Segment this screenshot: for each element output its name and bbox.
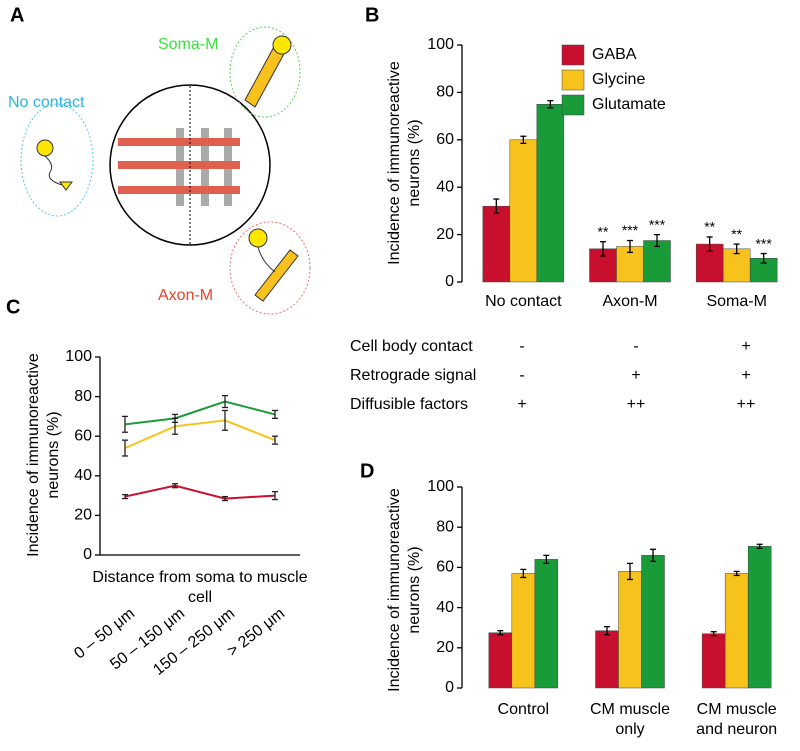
x-tick-label: No contact [485, 293, 562, 310]
x-tick-label: Soma-M [706, 293, 766, 310]
row [118, 186, 240, 194]
bar [488, 632, 513, 689]
diagram-label: No contact [8, 94, 85, 111]
y-tick-label: 0 [445, 679, 454, 696]
x-axis-label: Distance from soma to muscle cell [92, 569, 308, 606]
y-tick-label: 20 [436, 226, 454, 243]
y-tick-label: 100 [427, 36, 454, 53]
diagram: Soma-M No contact Axon-M [8, 26, 311, 315]
significance: ** [731, 226, 742, 242]
bar [536, 104, 565, 283]
significance: ** [598, 223, 609, 239]
muscle-cell [244, 44, 286, 108]
legend-swatch [561, 94, 585, 116]
panel-label: A [10, 4, 24, 26]
diagram-label: Soma-M [158, 36, 218, 53]
y-tick-label: 100 [427, 478, 454, 495]
significance: ** [704, 219, 715, 235]
dish [109, 84, 271, 246]
row [118, 138, 240, 146]
bar [747, 546, 772, 689]
x-tick-label: Control [497, 701, 550, 718]
legend-label: Glutamate [592, 96, 666, 113]
neuron [248, 228, 268, 248]
x-tick-label: Axon-M [602, 293, 657, 310]
y-tick-label: 0 [83, 546, 92, 563]
table-row-label: Cell body contact [350, 338, 473, 355]
y-axis-label: Incidence of immunoreactive neurons (%) [386, 61, 423, 265]
y-axis-label: Incidence of immunoreactive neurons (%) [386, 488, 423, 692]
panel-label: D [360, 460, 374, 482]
no-contact-outline [20, 103, 94, 217]
line [124, 400, 276, 426]
significance: *** [649, 216, 666, 232]
line [124, 484, 276, 500]
panel-label: B [365, 4, 379, 26]
bar [509, 139, 538, 283]
y-tick-label: 0 [445, 273, 454, 290]
axon-tip [59, 181, 73, 191]
axon-m-outline [229, 221, 311, 315]
diagram-label: Axon-M [158, 287, 213, 304]
y-tick-label: 60 [436, 131, 454, 148]
cell-rows [118, 138, 240, 194]
legend-label: Glycine [592, 71, 645, 88]
y-tick-label: 80 [436, 518, 454, 535]
y-tick-label: 60 [436, 559, 454, 576]
table-cell: + [631, 367, 640, 384]
bar [641, 555, 665, 689]
bar [482, 205, 511, 283]
row [118, 161, 240, 169]
y-tick-label: 40 [436, 178, 454, 195]
panel-label: C [6, 296, 20, 318]
bar [724, 573, 749, 689]
axon [257, 246, 276, 273]
y-axis-label: Incidence of immunoreactive neurons (%) [25, 353, 62, 557]
bar [701, 633, 726, 689]
neuron [36, 139, 54, 157]
table-row-label: Retrograde signal [350, 367, 476, 384]
significance: *** [755, 235, 772, 251]
y-tick-label: 80 [74, 388, 92, 405]
legend-swatch [561, 44, 585, 66]
bar [618, 571, 642, 689]
y-tick-label: 100 [65, 348, 92, 365]
table-cell: + [741, 338, 750, 355]
bar [534, 559, 559, 689]
axon [44, 155, 63, 186]
bar [511, 573, 536, 689]
table-cell: - [519, 367, 524, 384]
table-cell: + [741, 367, 750, 384]
y-tick-label: 20 [436, 639, 454, 656]
muscle-cell [254, 249, 299, 302]
y-tick-label: 80 [436, 84, 454, 101]
x-tick-label: CM muscle only [589, 701, 670, 738]
table-cell: ++ [737, 396, 756, 413]
table-cell: - [633, 338, 638, 355]
table-row-label: Diffusible factors [350, 396, 468, 413]
table-cell: - [519, 338, 524, 355]
legend-swatch [561, 69, 585, 91]
neuron [272, 35, 292, 55]
table-cell: + [517, 396, 526, 413]
y-tick-label: 20 [74, 507, 92, 524]
bar [595, 630, 619, 689]
y-tick-label: 40 [74, 467, 92, 484]
y-tick-label: 40 [436, 599, 454, 616]
significance: *** [622, 222, 639, 238]
x-tick-label: CM muscle and neuron [696, 701, 778, 738]
legend-label: GABA [592, 46, 637, 63]
bar [643, 240, 671, 283]
table-cell: ++ [627, 396, 646, 413]
soma-m-outline [229, 26, 301, 118]
line [124, 419, 276, 449]
y-tick-label: 60 [74, 427, 92, 444]
